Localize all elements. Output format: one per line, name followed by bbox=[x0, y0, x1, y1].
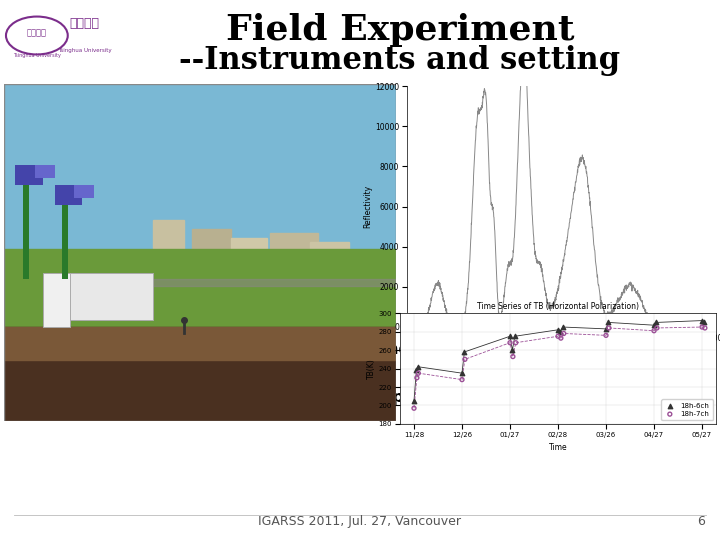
Bar bbox=[35, 165, 55, 178]
18h-7ch bbox=[507, 352, 518, 361]
Text: •VIS/IR reflectance measured by ASD FieldSpec Pro in a spectral range of 350nm: •VIS/IR reflectance measured by ASD Fiel… bbox=[14, 390, 710, 405]
18h-6ch bbox=[600, 325, 612, 333]
18h-6ch bbox=[603, 318, 614, 327]
18h-7ch bbox=[699, 323, 711, 332]
18h-7ch bbox=[648, 326, 660, 335]
18h-7ch bbox=[651, 323, 662, 332]
18h-6ch bbox=[554, 327, 566, 336]
18h-7ch bbox=[408, 404, 420, 413]
Legend: 18h-6ch, 18h-7ch: 18h-6ch, 18h-7ch bbox=[661, 400, 713, 421]
Bar bbox=[23, 185, 29, 280]
18h-6ch bbox=[509, 332, 521, 341]
Bar bbox=[310, 242, 349, 266]
18h-6ch bbox=[507, 346, 518, 354]
Text: 6.925, 10.65, 18.7, 23.8, 36.5, 89 GHz: 6.925, 10.65, 18.7, 23.8, 36.5, 89 GHz bbox=[14, 360, 338, 375]
Text: 6: 6 bbox=[697, 515, 705, 528]
Text: --Instruments and setting: --Instruments and setting bbox=[179, 44, 621, 76]
18h-7ch bbox=[696, 323, 708, 332]
18h-7ch bbox=[456, 375, 468, 384]
18h-6ch bbox=[648, 321, 660, 329]
Bar bbox=[63, 205, 68, 280]
Bar bbox=[43, 273, 71, 327]
18h-6ch bbox=[557, 323, 569, 332]
18h-6ch bbox=[552, 326, 564, 334]
18h-6ch bbox=[459, 348, 470, 356]
Bar bbox=[231, 238, 266, 265]
Bar bbox=[141, 280, 396, 286]
Bar bbox=[15, 165, 43, 185]
Text: – 2500nm: – 2500nm bbox=[14, 408, 96, 423]
18h-7ch bbox=[558, 329, 570, 338]
18h-7ch bbox=[510, 339, 521, 347]
Text: •Brightness temperature observed by Ground Based Microwave Radiometer, at: •Brightness temperature observed by Grou… bbox=[14, 342, 696, 357]
Y-axis label: TB(K): TB(K) bbox=[366, 358, 376, 379]
Bar bbox=[192, 229, 231, 262]
Title: Time Series of TB (Horizontal Polarization): Time Series of TB (Horizontal Polarizati… bbox=[477, 302, 639, 311]
Text: Field Experiment: Field Experiment bbox=[226, 13, 575, 47]
Text: 清华大学: 清华大学 bbox=[27, 29, 47, 38]
18h-7ch bbox=[555, 334, 567, 342]
Bar bbox=[74, 185, 94, 198]
Bar bbox=[271, 233, 318, 264]
18h-6ch bbox=[504, 332, 516, 341]
18h-6ch bbox=[651, 318, 662, 327]
18h-6ch bbox=[412, 362, 423, 371]
18h-7ch bbox=[600, 331, 612, 340]
Bar bbox=[153, 220, 184, 261]
18h-7ch bbox=[413, 369, 424, 377]
18h-7ch bbox=[411, 374, 423, 382]
Text: IGARSS 2011, Jul. 27, Vancouver: IGARSS 2011, Jul. 27, Vancouver bbox=[258, 515, 462, 528]
18h-7ch bbox=[603, 323, 615, 332]
18h-6ch bbox=[696, 316, 708, 325]
Bar bbox=[4, 249, 396, 337]
Y-axis label: Reflectivity: Reflectivity bbox=[363, 185, 372, 228]
18h-6ch bbox=[456, 369, 468, 377]
18h-7ch bbox=[459, 355, 471, 363]
Bar bbox=[4, 327, 396, 421]
Bar bbox=[4, 84, 396, 259]
Text: 清华大学: 清华大学 bbox=[69, 17, 99, 30]
Text: Tsinghua University: Tsinghua University bbox=[13, 53, 60, 58]
18h-7ch bbox=[552, 332, 564, 341]
18h-7ch bbox=[504, 339, 516, 347]
Bar bbox=[55, 185, 82, 205]
18h-6ch bbox=[410, 366, 422, 375]
18h-6ch bbox=[698, 318, 710, 327]
18h-6ch bbox=[408, 396, 420, 405]
Bar bbox=[4, 327, 396, 361]
Bar bbox=[66, 273, 153, 320]
X-axis label: Time: Time bbox=[549, 443, 567, 452]
Text: Tsinghua University: Tsinghua University bbox=[58, 48, 111, 52]
